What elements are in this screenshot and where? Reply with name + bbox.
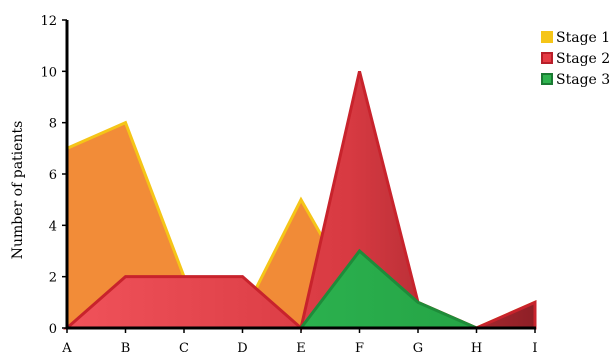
y-tick-label: 6	[49, 168, 57, 183]
legend-label: Stage 1	[556, 30, 610, 46]
y-tick-label: 4	[49, 219, 57, 234]
series-area-stage-2	[63, 70, 537, 331]
x-tick-label: I	[532, 341, 537, 356]
x-tick-label: C	[179, 341, 189, 356]
x-tick-label: G	[413, 341, 423, 356]
x-tick-label: H	[471, 341, 482, 356]
x-tick-label: E	[296, 341, 306, 356]
y-tick-label: 8	[49, 117, 57, 132]
y-tick-label: 2	[49, 271, 57, 286]
y-tick-label: 12	[40, 14, 57, 29]
y-tick-label: 10	[40, 65, 57, 80]
x-tick-label: F	[355, 341, 364, 356]
ticks-layer: 0 2 4 6 8 10 12 A B C D E F G H I	[40, 14, 537, 356]
series-layer	[63, 70, 537, 331]
legend-label: Stage 2	[556, 51, 610, 67]
legend-marker	[541, 52, 553, 64]
legend-label: Stage 3	[556, 72, 610, 88]
y-tick-label: 0	[49, 322, 57, 337]
legend-marker	[541, 73, 553, 85]
x-tick-label: D	[237, 341, 247, 356]
x-tick-label: A	[61, 341, 72, 356]
legend: Stage 1 Stage 2 Stage 3	[541, 30, 610, 88]
legend-marker	[541, 31, 553, 43]
x-tick-label: B	[121, 341, 131, 356]
y-axis-label: Number of patients	[10, 121, 26, 260]
